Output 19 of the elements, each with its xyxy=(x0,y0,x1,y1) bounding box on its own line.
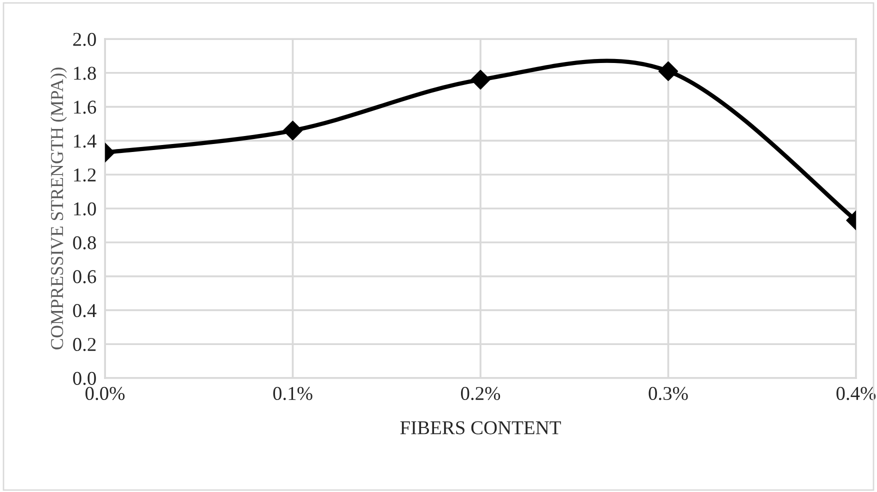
y-axis-title: COMPRESSIVE STRENGTH (MPA)) xyxy=(50,68,67,350)
y-tick-label: 2.0 xyxy=(73,32,96,46)
y-tick-label: 0.6 xyxy=(73,270,96,284)
x-axis-title: FIBERS CONTENT xyxy=(400,421,561,434)
x-tick-label: 0.0% xyxy=(85,386,125,400)
y-tick-label: 0.0 xyxy=(73,372,96,386)
y-tick-label: 1.4 xyxy=(74,134,96,148)
y-tick-label: 1.0 xyxy=(74,202,96,216)
x-tick-label: 0.3% xyxy=(648,386,688,400)
x-tick-label: 0.1% xyxy=(273,386,312,400)
x-tick-label: 0.2% xyxy=(460,386,500,400)
y-tick-label: 1.8 xyxy=(74,66,96,80)
y-tick-label: 0.4 xyxy=(73,304,96,318)
y-tick-label: 1.2 xyxy=(74,168,96,182)
y-tick-label: 1.6 xyxy=(74,100,96,114)
y-tick-label: 0.8 xyxy=(73,236,96,250)
y-tick-label: 0.2 xyxy=(73,338,96,352)
point xyxy=(470,70,490,90)
x-tick-label: 0.4% xyxy=(836,386,876,400)
